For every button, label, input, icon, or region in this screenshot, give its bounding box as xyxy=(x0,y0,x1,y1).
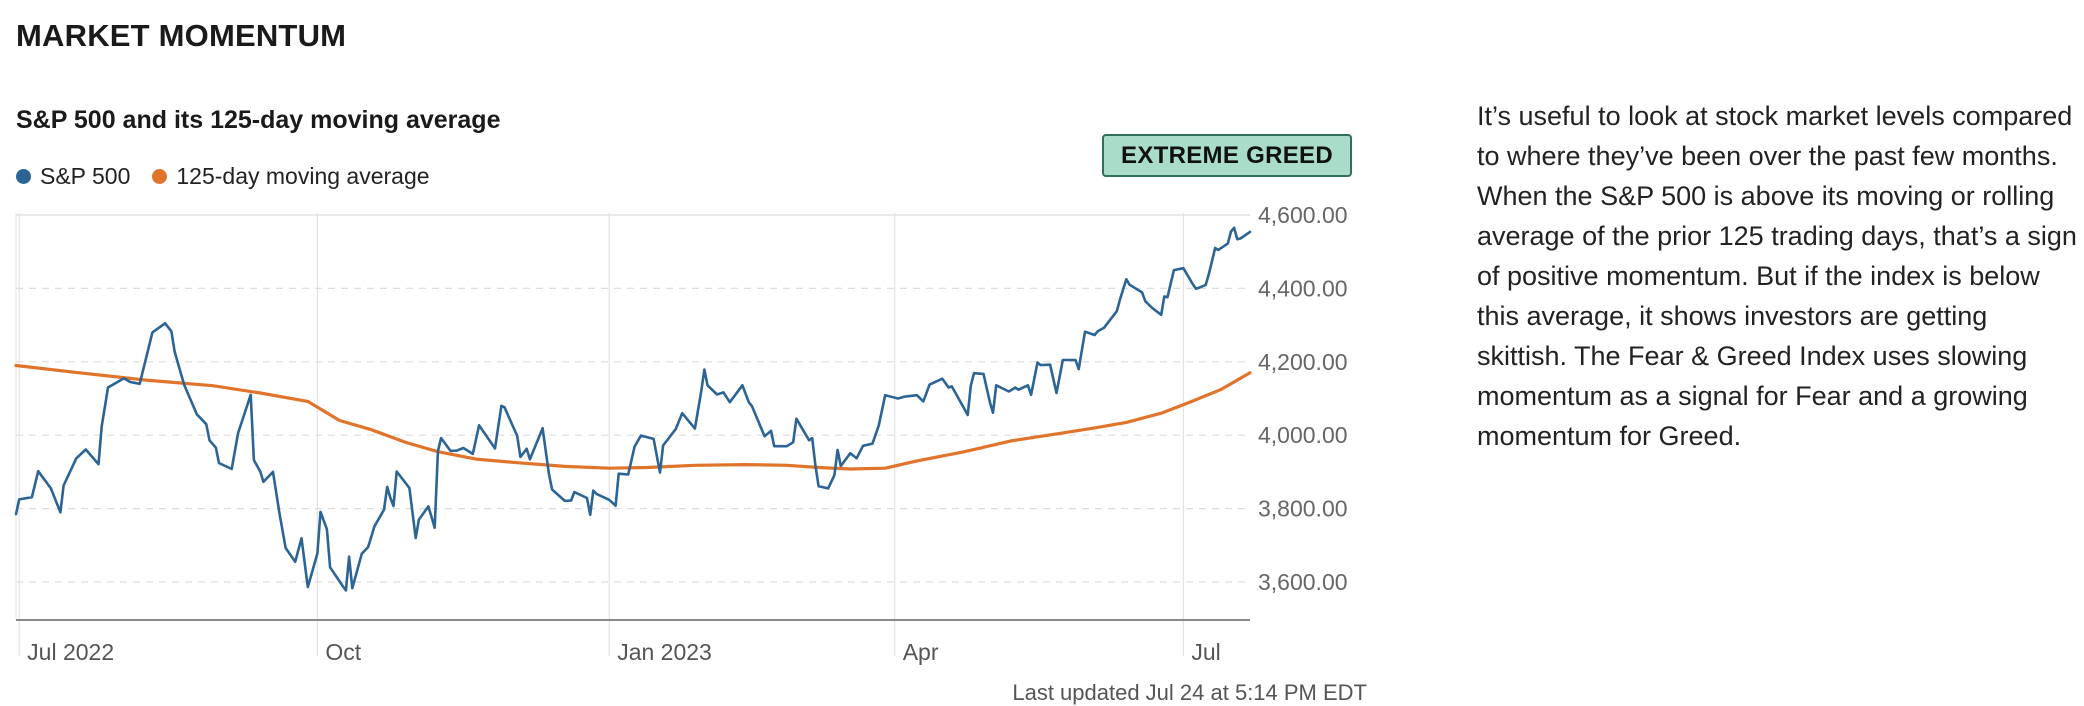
chart-title: S&P 500 and its 125-day moving average xyxy=(16,106,501,134)
legend-item-moving-average[interactable]: 125-day moving average xyxy=(152,163,430,190)
y-tick-label: 4,400.00 xyxy=(1258,275,1348,301)
series-line-sp500 xyxy=(14,226,1252,592)
last-updated: Last updated Jul 24 at 5:14 PM EDT xyxy=(1012,680,1367,705)
y-tick-label: 4,000.00 xyxy=(1258,422,1348,448)
x-tick-label: Apr xyxy=(903,639,939,665)
line-chart: 3,600.00 3,800.00 4,000.00 4,200.00 4,400.00… xyxy=(14,202,1348,665)
legend-dot-sp500 xyxy=(16,169,31,184)
legend-label-moving-average: 125-day moving average xyxy=(176,163,430,189)
x-tick-label: Jan 2023 xyxy=(617,639,712,665)
legend-item-sp500[interactable]: S&P 500 xyxy=(16,163,130,190)
description-text: It’s useful to look at stock market leve… xyxy=(1477,101,2077,451)
y-tick-label: 3,600.00 xyxy=(1258,569,1348,595)
y-tick-label: 4,200.00 xyxy=(1258,349,1348,375)
section-title: MARKET MOMENTUM xyxy=(16,18,347,53)
y-tick-label: 4,600.00 xyxy=(1258,202,1348,228)
chart-legend: S&P 500 125-day moving average xyxy=(16,163,452,190)
series-line-moving-average xyxy=(14,363,1252,471)
legend-dot-moving-average xyxy=(152,169,168,184)
x-tick-label: Oct xyxy=(325,639,361,665)
sentiment-badge: EXTREME GREED xyxy=(1102,134,1352,177)
x-tick-label: Jul xyxy=(1191,639,1220,665)
y-tick-label: 3,800.00 xyxy=(1258,496,1348,522)
legend-label-sp500: S&P 500 xyxy=(40,163,131,189)
x-tick-label: Jul 2022 xyxy=(27,639,114,665)
